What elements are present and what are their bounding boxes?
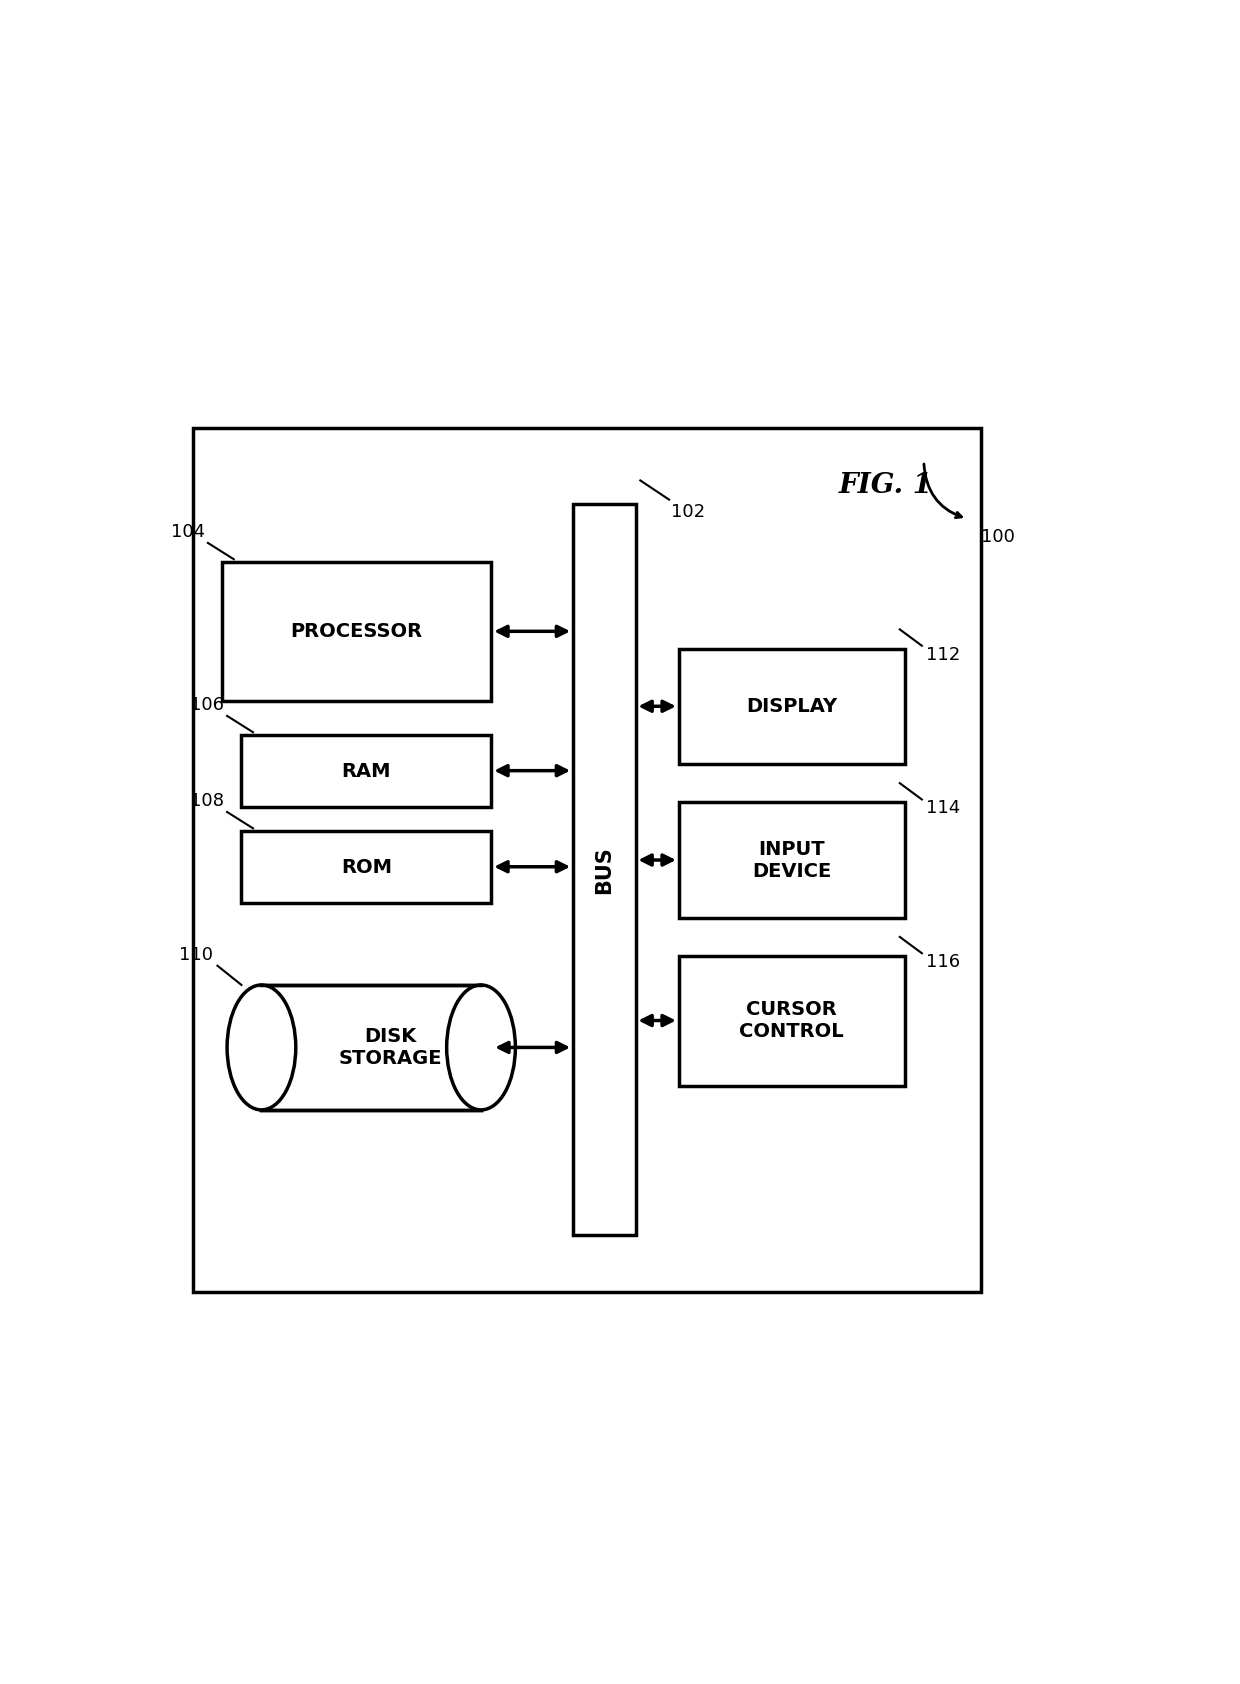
Text: 114: 114 — [926, 800, 960, 817]
Ellipse shape — [232, 990, 290, 1105]
Text: 108: 108 — [190, 791, 224, 810]
Bar — [678, 957, 904, 1086]
Bar — [678, 648, 904, 765]
Ellipse shape — [446, 985, 516, 1110]
Text: PROCESSOR: PROCESSOR — [290, 623, 423, 642]
Text: 116: 116 — [926, 953, 960, 972]
Text: BUS: BUS — [594, 845, 614, 894]
Bar — [242, 736, 491, 807]
Text: 100: 100 — [982, 529, 1016, 547]
Text: ROM: ROM — [341, 857, 392, 877]
Bar — [262, 985, 481, 1110]
Text: RAM: RAM — [342, 761, 391, 781]
Text: 102: 102 — [671, 502, 706, 520]
Text: 106: 106 — [190, 695, 224, 714]
Text: FIG. 1: FIG. 1 — [838, 472, 932, 498]
Text: 110: 110 — [179, 946, 213, 963]
Bar — [242, 832, 491, 903]
Text: 104: 104 — [171, 524, 205, 541]
Text: CURSOR
CONTROL: CURSOR CONTROL — [739, 1000, 844, 1041]
Text: DISPLAY: DISPLAY — [746, 697, 837, 716]
Bar — [573, 505, 636, 1234]
Ellipse shape — [227, 985, 296, 1110]
Bar — [678, 802, 904, 918]
Text: 112: 112 — [926, 645, 960, 663]
Bar — [193, 428, 982, 1293]
Bar — [222, 562, 491, 702]
Text: DISK
STORAGE: DISK STORAGE — [339, 1027, 443, 1068]
Text: INPUT
DEVICE: INPUT DEVICE — [751, 840, 831, 881]
